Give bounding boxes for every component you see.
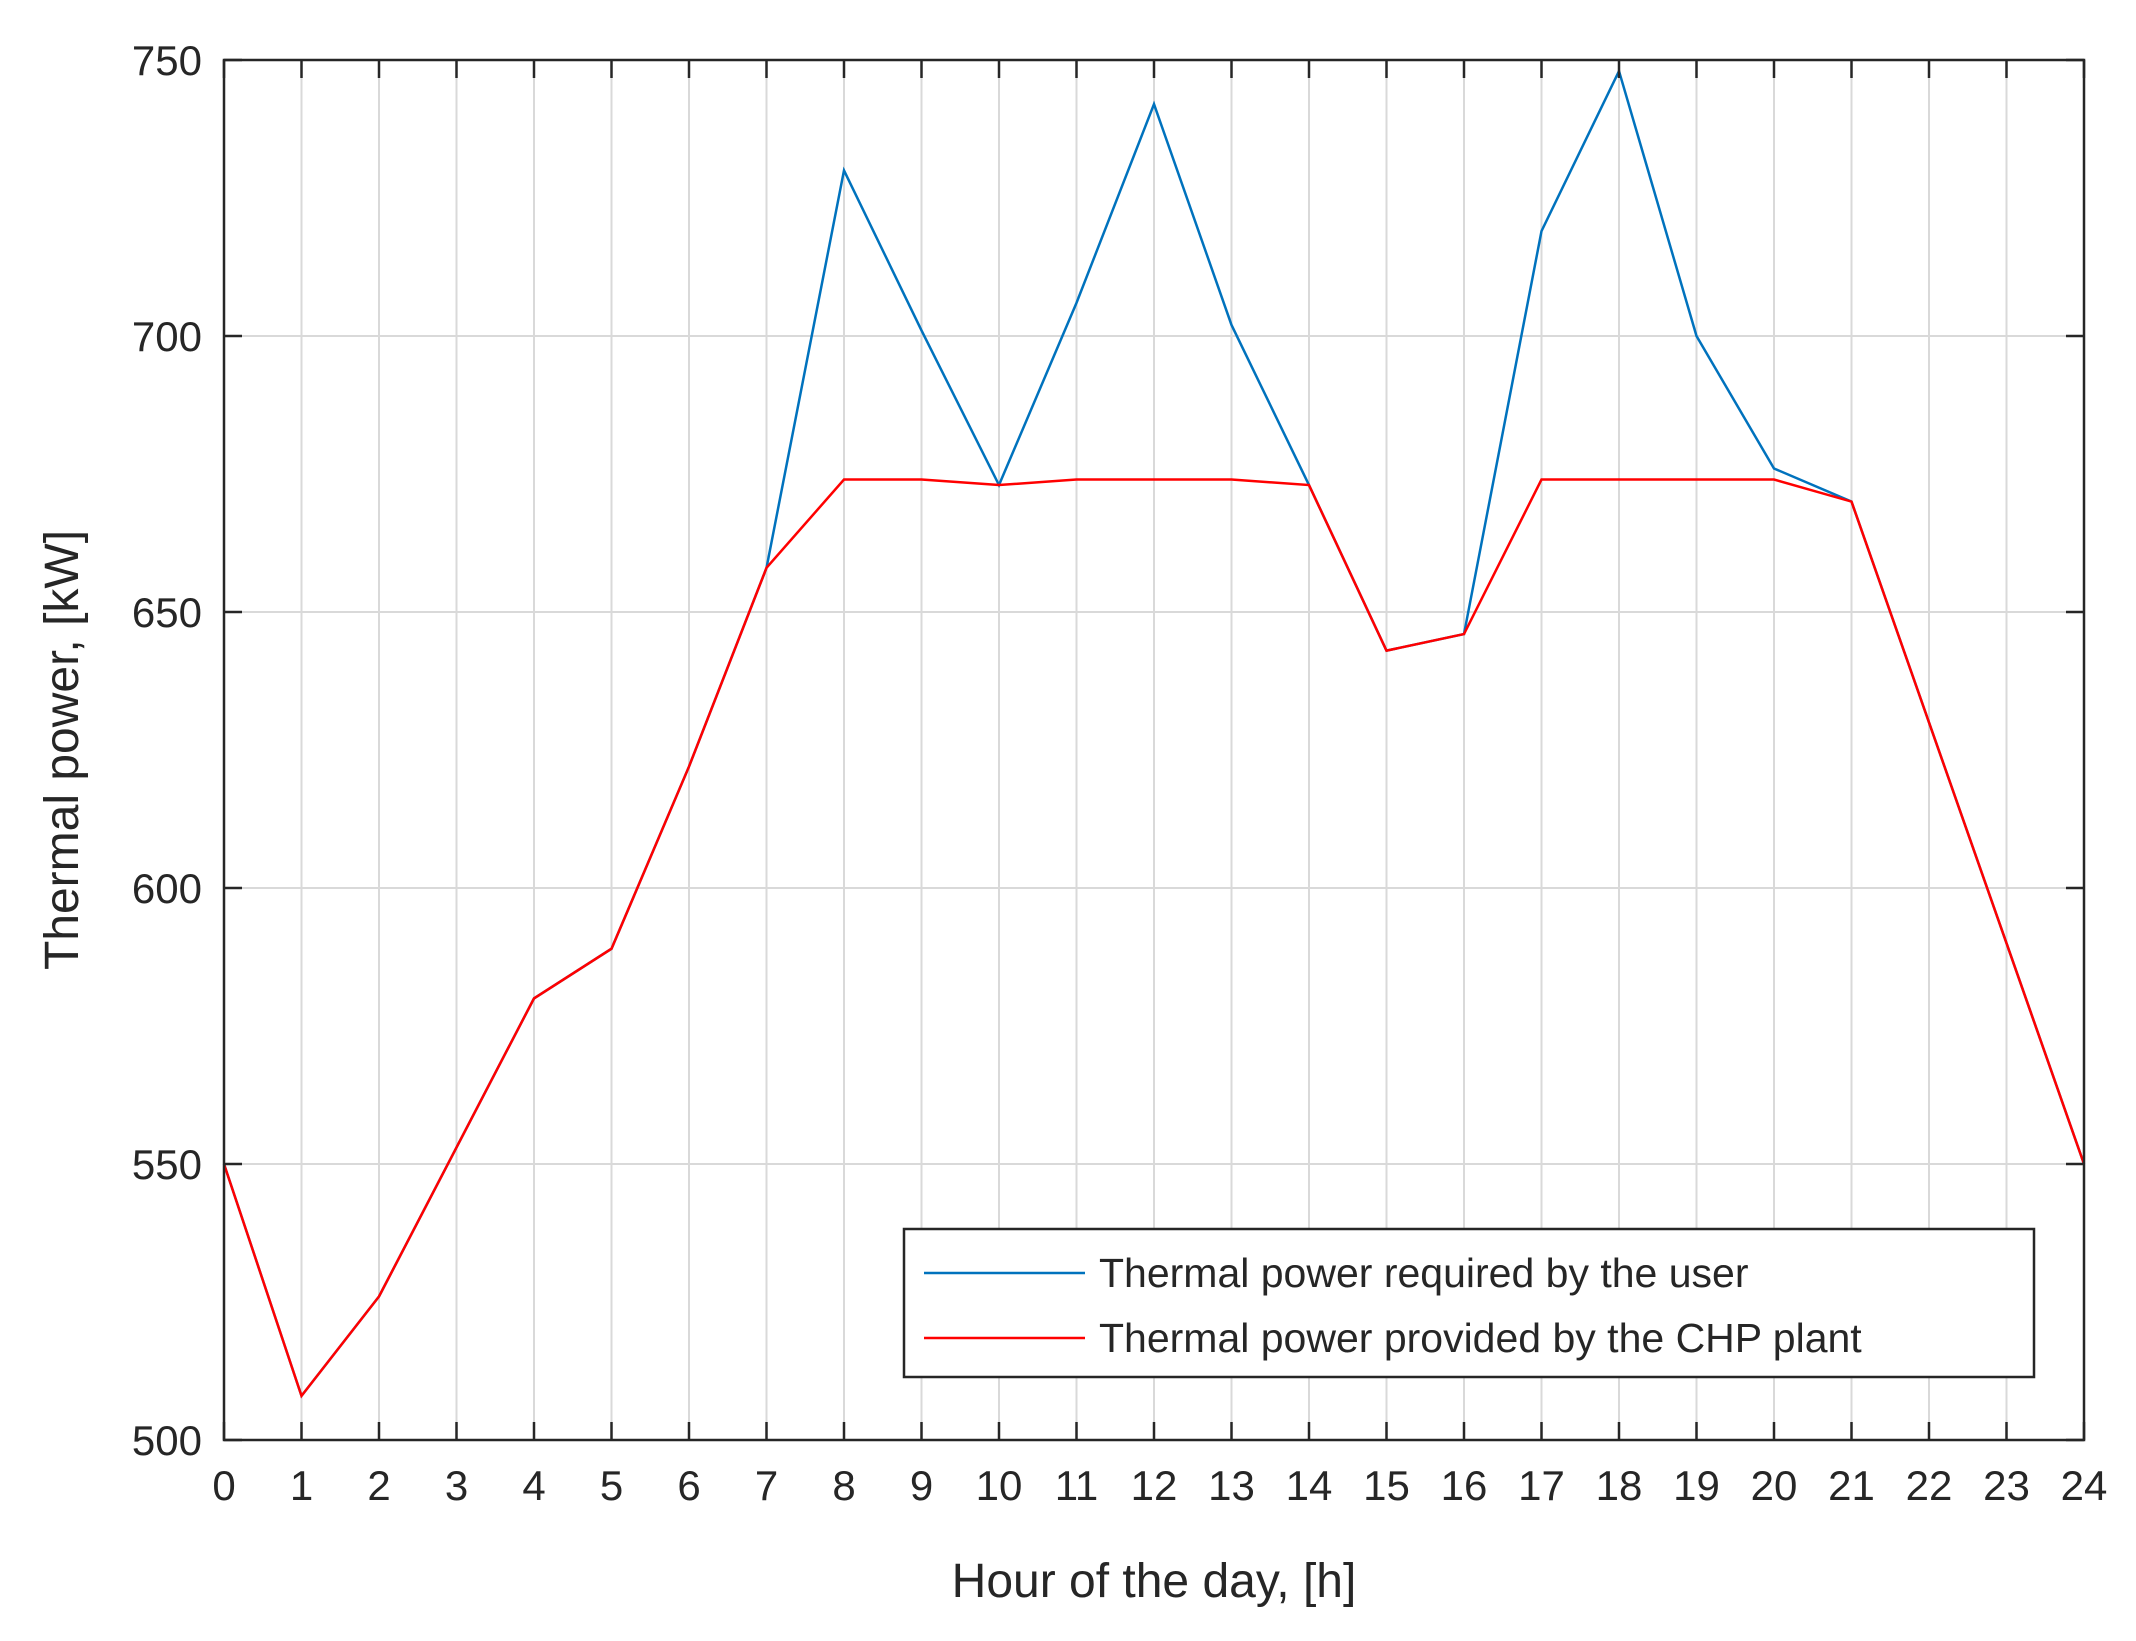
legend: Thermal power required by the user Therm… <box>902 1227 2036 1379</box>
x-tick-label: 9 <box>910 1462 933 1509</box>
legend-label-provided: Thermal power provided by the CHP plant <box>1099 1315 1862 1361</box>
y-tick-label: 750 <box>132 37 202 84</box>
x-tick-label: 24 <box>2061 1462 2108 1509</box>
y-tick-label: 500 <box>132 1417 202 1464</box>
x-tick-label: 17 <box>1518 1462 1565 1509</box>
axis-ticks <box>222 58 2086 1442</box>
x-tick-label: 7 <box>755 1462 778 1509</box>
y-tick-label: 600 <box>132 865 202 912</box>
y-tick-label: 700 <box>132 313 202 360</box>
x-tick-label: 15 <box>1363 1462 1410 1509</box>
series-lines <box>222 67 2086 1399</box>
tick-labels: 0 1 2 3 4 5 6 7 8 9 10 11 12 13 14 15 16 17 18 19 20 21 22 23 24… <box>132 37 2107 1509</box>
x-tick-label: 22 <box>1906 1462 1953 1509</box>
legend-label-required: Thermal power required by the user <box>1099 1250 1748 1296</box>
x-tick-label: 16 <box>1441 1462 1488 1509</box>
legend-box <box>902 1227 2036 1379</box>
x-tick-label: 14 <box>1286 1462 1333 1509</box>
series-line-provided <box>222 478 2086 1399</box>
x-axis-title: Hour of the day, [h] <box>952 1555 1357 1608</box>
x-tick-label: 19 <box>1673 1462 1720 1509</box>
x-tick-label: 5 <box>600 1462 623 1509</box>
x-tick-label: 20 <box>1751 1462 1798 1509</box>
x-tick-label: 6 <box>677 1462 700 1509</box>
x-tick-label: 11 <box>1055 1462 1099 1509</box>
x-tick-label: 4 <box>522 1462 545 1509</box>
x-tick-label: 10 <box>976 1462 1023 1509</box>
y-tick-label: 550 <box>132 1141 202 1188</box>
y-tick-label: 650 <box>132 589 202 636</box>
x-tick-label: 0 <box>212 1462 235 1509</box>
grid <box>224 60 2084 1440</box>
x-tick-label: 21 <box>1828 1462 1875 1509</box>
x-tick-label: 13 <box>1208 1462 1255 1509</box>
x-tick-label: 1 <box>290 1462 313 1509</box>
x-tick-label: 23 <box>1983 1462 2030 1509</box>
x-tick-label: 8 <box>832 1462 855 1509</box>
x-tick-label: 12 <box>1131 1462 1178 1509</box>
x-tick-label: 18 <box>1596 1462 1643 1509</box>
x-tick-label: 3 <box>445 1462 468 1509</box>
x-tick-label: 2 <box>367 1462 390 1509</box>
y-axis-title: Thermal power, [kW] <box>36 530 89 970</box>
